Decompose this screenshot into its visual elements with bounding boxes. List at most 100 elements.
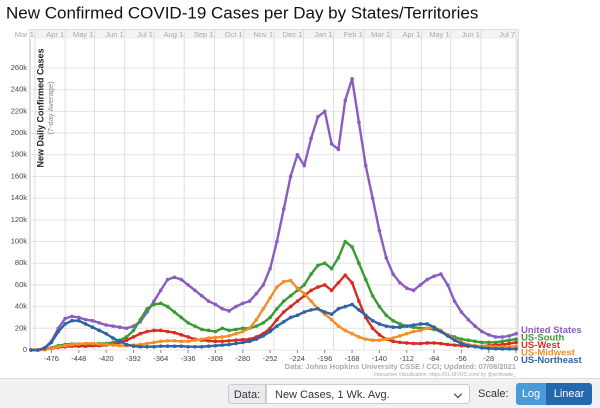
data-select[interactable]: New Cases, 1 Wk. Avg. — [266, 384, 470, 404]
data-point — [514, 344, 518, 349]
data-point — [357, 120, 361, 125]
data-point — [220, 339, 225, 344]
data-point — [29, 348, 33, 352]
data-point — [404, 341, 409, 345]
data-point — [281, 279, 286, 284]
data-point — [350, 245, 354, 249]
data-point — [336, 255, 341, 260]
data-point — [466, 317, 471, 322]
data-point — [206, 336, 211, 340]
x-tick-label: -476 — [44, 354, 59, 363]
data-point — [63, 316, 67, 321]
data-point — [302, 310, 307, 314]
data-point — [186, 321, 190, 325]
data-point — [452, 299, 457, 303]
data-point — [199, 293, 204, 298]
data-point — [377, 338, 382, 343]
source-note: Data: Johns Hopkins University CSSE / CC… — [285, 362, 516, 371]
data-point — [213, 335, 218, 340]
data-point — [186, 335, 190, 339]
data-point — [418, 328, 423, 333]
data-point — [514, 331, 518, 336]
data-point — [56, 329, 61, 334]
data-point — [70, 314, 74, 319]
month-label: Oct 1 — [225, 30, 243, 39]
data-point — [234, 327, 238, 332]
data-point — [199, 337, 204, 341]
data-point — [36, 348, 40, 352]
data-point — [302, 291, 307, 296]
data-point — [131, 344, 136, 349]
data-point — [83, 322, 88, 326]
data-point — [206, 328, 211, 333]
data-point — [459, 337, 464, 341]
data-point — [90, 325, 95, 330]
data-point — [261, 283, 266, 287]
data-point — [404, 331, 409, 336]
data-point — [486, 346, 491, 351]
data-point — [459, 341, 464, 346]
data-point — [329, 288, 334, 293]
data-point — [83, 341, 88, 346]
month-label: Mar 1 — [371, 30, 390, 39]
data-point — [439, 272, 443, 276]
data-point — [227, 342, 231, 347]
data-point — [514, 347, 518, 351]
data-point — [322, 310, 327, 314]
data-point — [281, 207, 286, 211]
data-point — [486, 340, 491, 345]
month-label: Sep 1 — [194, 30, 214, 39]
data-point — [158, 288, 163, 293]
data-point — [145, 306, 149, 311]
data-point — [152, 302, 156, 307]
log-button[interactable]: Log — [516, 383, 546, 405]
x-tick-label: -196 — [317, 354, 332, 363]
x-tick-label: -140 — [372, 354, 387, 363]
data-point — [288, 293, 293, 298]
data-point — [493, 346, 498, 351]
data-point — [111, 336, 115, 340]
data-point — [90, 341, 95, 346]
x-tick-label: -336 — [181, 354, 196, 363]
month-label: Nov 1 — [253, 30, 273, 39]
data-point — [357, 261, 361, 266]
data-point — [343, 273, 348, 277]
y-tick-label: 20k — [15, 323, 27, 332]
data-point — [391, 318, 395, 323]
month-label: Feb 1 — [344, 30, 363, 39]
y-tick-label: 0 — [23, 345, 27, 354]
data-point — [459, 310, 464, 314]
x-tick-label: 0 — [514, 354, 518, 363]
data-point — [377, 322, 382, 326]
data-point — [391, 325, 395, 330]
linear-button[interactable]: Linear — [546, 383, 592, 405]
data-point — [275, 239, 279, 244]
data-point — [213, 343, 218, 348]
data-point — [247, 326, 252, 331]
data-point — [111, 343, 115, 347]
data-point — [384, 337, 389, 341]
data-point — [404, 286, 409, 290]
data-point — [179, 344, 184, 349]
x-tick-label: -224 — [290, 354, 305, 363]
data-point — [404, 324, 409, 328]
data-point — [261, 321, 266, 325]
data-point — [77, 318, 81, 323]
data-point — [213, 329, 218, 334]
month-label: Jul 7 — [499, 30, 515, 39]
data-point — [77, 342, 81, 346]
data-point — [172, 338, 177, 343]
data-point — [432, 325, 436, 330]
data-point — [452, 338, 457, 343]
y-axis-label: New Daily Confirmed Cases — [35, 48, 45, 167]
data-point — [158, 344, 163, 349]
data-point — [398, 334, 402, 338]
data-point — [391, 336, 395, 340]
data-point — [398, 340, 402, 345]
data-point — [104, 323, 108, 327]
data-point — [138, 344, 143, 349]
x-tick-label: -56 — [456, 354, 467, 363]
legend-label: US-South — [521, 333, 564, 344]
data-point — [363, 277, 368, 282]
